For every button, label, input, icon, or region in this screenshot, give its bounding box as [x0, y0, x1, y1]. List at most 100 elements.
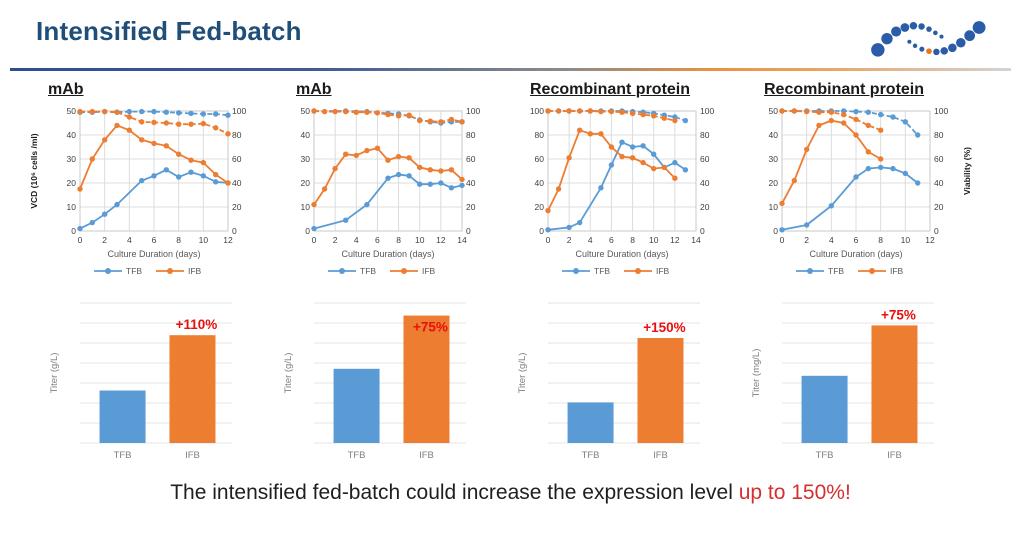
- chart-text: 12: [670, 235, 680, 245]
- data-point: [566, 224, 572, 230]
- data-point: [853, 173, 859, 180]
- chart-text: Culture Duration (days): [341, 249, 434, 259]
- data-point: [577, 219, 583, 225]
- data-point: [672, 159, 678, 165]
- bar-tfb: [333, 368, 380, 443]
- chart-text: 20: [232, 202, 242, 212]
- chart-text: 0: [780, 235, 785, 245]
- chart-text: 8: [878, 235, 883, 245]
- data-point: [151, 172, 157, 178]
- chart-text: 2: [804, 235, 809, 245]
- data-point: [459, 118, 465, 124]
- chart-text: 100: [700, 106, 714, 116]
- bar-tfb: [99, 390, 146, 443]
- data-point: [865, 165, 871, 171]
- data-point: [629, 143, 636, 150]
- chart-text: 8: [396, 235, 401, 245]
- bar-ifb: [871, 324, 918, 443]
- data-point: [343, 217, 349, 223]
- data-point: [188, 110, 194, 116]
- chart-text: 20: [769, 178, 779, 188]
- data-point: [139, 108, 145, 114]
- data-point: [225, 112, 231, 118]
- chart-title: Recombinant protein: [764, 80, 925, 98]
- data-point: [804, 146, 810, 152]
- chart-text: 20: [301, 178, 311, 188]
- data-point: [608, 161, 615, 168]
- chart-text: Titer (g/L): [283, 352, 294, 393]
- bar-tfb: [567, 401, 614, 443]
- data-point: [188, 169, 194, 175]
- series-tfb-vcd: [781, 165, 919, 231]
- data-point: [619, 153, 625, 159]
- data-point: [311, 225, 317, 231]
- data-point: [651, 165, 657, 171]
- data-point: [176, 173, 182, 180]
- data-point: [598, 108, 604, 114]
- chart-text: TFB: [828, 266, 844, 276]
- chart-text: Titer (g/L): [517, 352, 528, 393]
- chart-text: TFB: [816, 450, 834, 461]
- chart-text: 4: [127, 235, 132, 245]
- data-point: [417, 117, 423, 123]
- data-point: [311, 107, 317, 114]
- data-point: [865, 109, 871, 115]
- data-point: [321, 185, 328, 192]
- chart-text: 80: [700, 130, 710, 140]
- chart-text: TFB: [582, 450, 600, 461]
- data-point: [841, 119, 847, 126]
- data-point: [902, 170, 908, 176]
- chart-text: IFB: [890, 266, 904, 276]
- chart-text: IFB: [422, 266, 436, 276]
- data-point: [608, 143, 615, 150]
- data-point: [114, 201, 120, 207]
- chart-text: IFB: [185, 450, 200, 461]
- chart-text: 10: [649, 235, 659, 245]
- data-point: [353, 109, 359, 115]
- chart-text: 60: [535, 154, 545, 164]
- data-point: [828, 109, 834, 115]
- data-point: [598, 130, 604, 136]
- chart-text: 2: [102, 235, 107, 245]
- chart-text: IFB: [188, 266, 202, 276]
- chart-text: 0: [466, 226, 471, 236]
- data-point: [114, 122, 120, 128]
- chart-text: 2: [567, 235, 572, 245]
- data-point: [816, 109, 822, 115]
- data-point: [577, 127, 583, 133]
- caption-text: The intensified fed-batch could increase…: [170, 480, 739, 504]
- data-point: [779, 107, 785, 114]
- chart-title: mAb: [48, 80, 84, 98]
- header-divider: [10, 68, 1011, 71]
- chart-text: 50: [769, 106, 779, 116]
- chart-text: 0: [934, 226, 939, 236]
- data-point: [89, 155, 95, 162]
- chart-text: 0: [773, 226, 778, 236]
- data-point: [332, 108, 338, 114]
- data-point: [587, 107, 593, 114]
- data-point: [566, 154, 572, 160]
- data-point: [779, 200, 785, 206]
- chart-text: 0: [78, 235, 83, 245]
- chart-text: 4: [588, 235, 593, 245]
- data-point: [311, 201, 317, 207]
- bar-chart-canvas: TFB IFB +110% Titer (g/L): [49, 302, 232, 461]
- data-point: [779, 226, 785, 232]
- data-point: [804, 221, 810, 228]
- data-point: [651, 151, 657, 157]
- chart-text: 40: [535, 178, 545, 188]
- chart-text: 40: [232, 178, 242, 188]
- bar-ifb: [637, 337, 684, 443]
- header: Intensified Fed-batch: [0, 0, 1021, 62]
- series-tfb-viability: [782, 109, 919, 136]
- data-point: [364, 109, 370, 115]
- data-point: [176, 121, 182, 127]
- data-point: [448, 116, 455, 122]
- chart-text: 100: [466, 106, 480, 116]
- chart-text: 60: [934, 154, 944, 164]
- data-point: [102, 136, 108, 142]
- chart-text: 6: [609, 235, 614, 245]
- chart-text: 0: [305, 226, 310, 236]
- line-chart-canvas: 0 10 20 30 40 50 0 20 40 60 80 100 0 2 4 6 8 10 12 14 Cultur…: [301, 106, 481, 276]
- data-point: [555, 107, 562, 114]
